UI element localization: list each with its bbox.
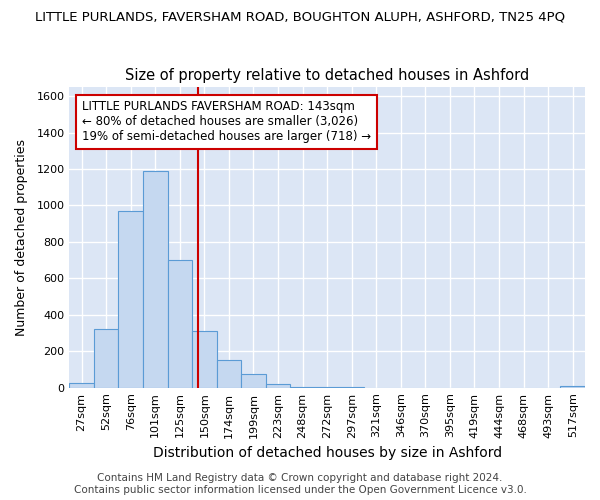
Bar [118, 211, 143, 388]
Text: LITTLE PURLANDS, FAVERSHAM ROAD, BOUGHTON ALUPH, ASHFORD, TN25 4PQ: LITTLE PURLANDS, FAVERSHAM ROAD, BOUGHTO… [35, 10, 565, 23]
Bar [143, 171, 167, 388]
Bar [192, 331, 217, 388]
Y-axis label: Number of detached properties: Number of detached properties [15, 139, 28, 336]
Bar [266, 384, 290, 388]
Bar [560, 386, 585, 388]
Bar [340, 387, 364, 388]
Bar [167, 260, 192, 388]
Bar [94, 330, 118, 388]
Bar [241, 374, 266, 388]
Bar [315, 387, 340, 388]
Bar [290, 387, 315, 388]
Title: Size of property relative to detached houses in Ashford: Size of property relative to detached ho… [125, 68, 529, 83]
Bar [70, 383, 94, 388]
X-axis label: Distribution of detached houses by size in Ashford: Distribution of detached houses by size … [152, 446, 502, 460]
Text: LITTLE PURLANDS FAVERSHAM ROAD: 143sqm
← 80% of detached houses are smaller (3,0: LITTLE PURLANDS FAVERSHAM ROAD: 143sqm ←… [82, 100, 371, 144]
Bar [217, 360, 241, 388]
Text: Contains HM Land Registry data © Crown copyright and database right 2024.
Contai: Contains HM Land Registry data © Crown c… [74, 474, 526, 495]
